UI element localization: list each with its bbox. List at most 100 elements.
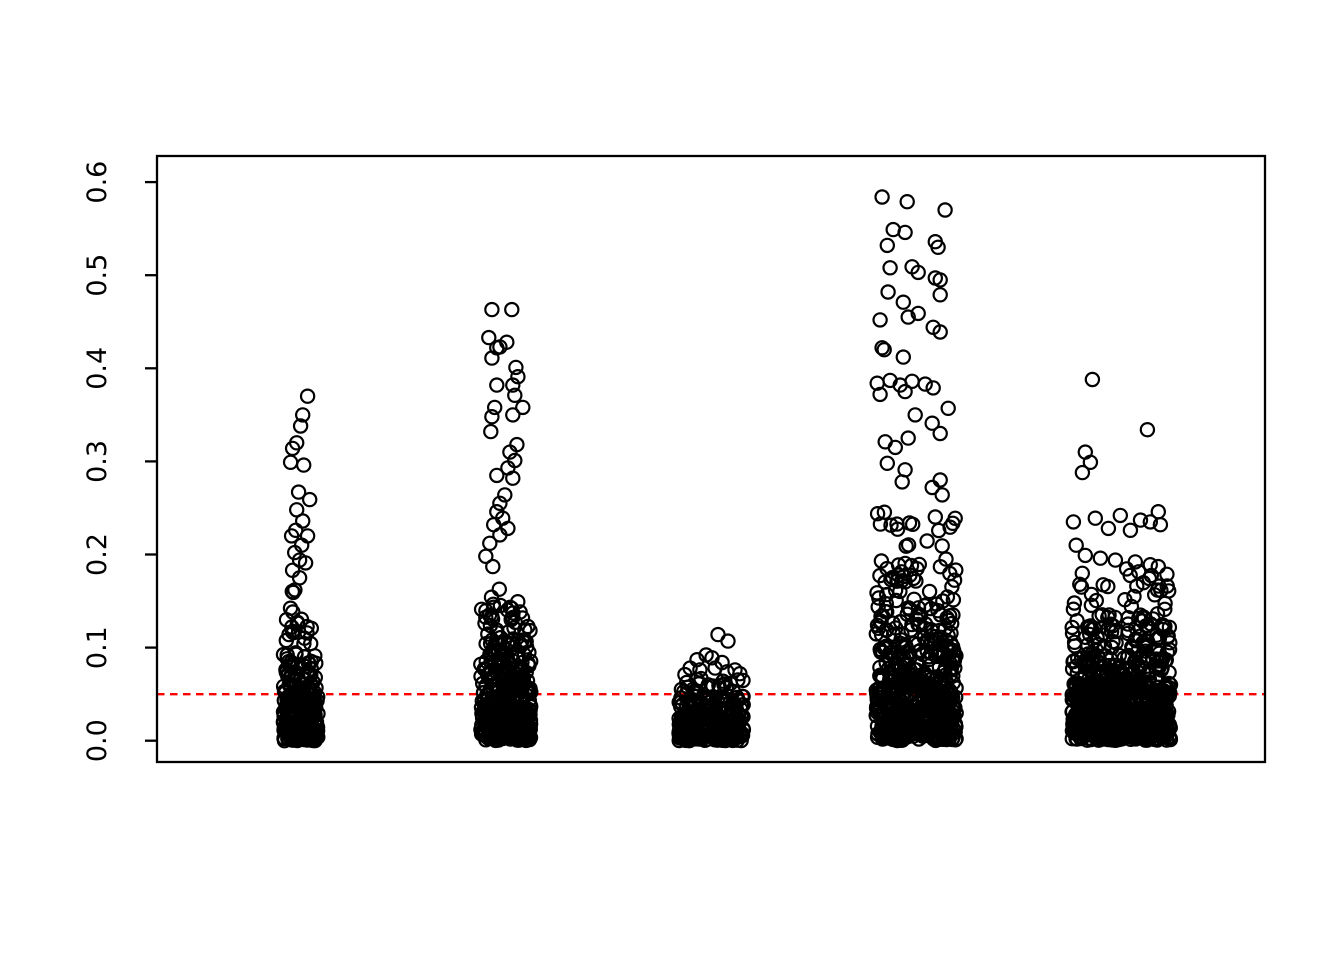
data-point (927, 509, 944, 525)
data-point (295, 407, 311, 423)
data-point (492, 527, 508, 543)
strip-group-4 (868, 189, 964, 749)
data-point (874, 340, 890, 356)
data-point (302, 491, 318, 508)
data-point (882, 645, 898, 661)
data-point (905, 570, 922, 587)
data-point (909, 561, 925, 577)
data-point (1087, 510, 1104, 526)
data-point (724, 717, 741, 734)
data-point (1091, 669, 1107, 685)
data-point (893, 632, 909, 648)
data-point (720, 709, 736, 726)
data-point (1137, 726, 1154, 743)
data-point (946, 652, 962, 669)
data-point (916, 665, 933, 681)
data-point (927, 644, 944, 660)
data-point (677, 666, 693, 683)
data-point (287, 691, 303, 707)
data-point (1160, 628, 1176, 644)
data-point (1161, 619, 1178, 636)
data-point (1126, 655, 1143, 671)
data-point (882, 721, 899, 737)
data-point (1082, 710, 1099, 726)
data-point (889, 573, 905, 589)
data-point (735, 697, 751, 713)
data-point (479, 687, 495, 703)
data-point (280, 668, 296, 684)
data-point (875, 644, 891, 660)
data-point (914, 675, 931, 691)
data-point (1150, 558, 1167, 575)
data-point (1139, 617, 1156, 634)
data-point (921, 727, 937, 743)
data-point (869, 702, 886, 719)
data-point (878, 622, 895, 639)
data-point (725, 723, 741, 740)
data-point (1132, 690, 1149, 706)
data-point (1153, 706, 1170, 723)
data-point (1158, 688, 1174, 705)
data-point (514, 707, 530, 723)
data-point (878, 655, 894, 671)
data-point (682, 707, 699, 723)
data-point (503, 674, 520, 690)
y-tick-label: 0.2 (82, 533, 113, 576)
data-point (491, 581, 507, 597)
y-tick-label: 0.3 (82, 440, 113, 483)
data-point (1135, 609, 1152, 625)
data-point (917, 705, 933, 722)
data-point (515, 399, 531, 416)
data-point (692, 662, 708, 678)
data-point (1130, 658, 1146, 674)
data-point (1072, 678, 1089, 695)
data-point (278, 612, 295, 628)
data-point (869, 506, 886, 522)
data-point (900, 430, 916, 446)
data-point (910, 305, 926, 322)
data-point (900, 309, 916, 325)
data-point (484, 350, 500, 366)
strip-group-2 (473, 301, 539, 749)
data-point (1088, 592, 1105, 609)
data-point (481, 329, 497, 346)
data-point (276, 730, 292, 746)
data-point (1069, 613, 1085, 629)
data-point (919, 632, 936, 648)
data-point (876, 342, 892, 358)
data-point (1066, 595, 1083, 611)
data-point (302, 675, 319, 691)
data-point (947, 732, 964, 748)
data-point (1154, 660, 1170, 676)
data-point (883, 517, 899, 533)
data-point (1092, 550, 1109, 566)
data-point (514, 610, 531, 626)
data-point (1110, 664, 1126, 680)
data-point (1144, 708, 1160, 725)
data-point (1073, 579, 1090, 595)
data-point (1100, 609, 1116, 626)
data-point (932, 472, 948, 488)
data-point (923, 600, 939, 617)
data-point (720, 633, 736, 649)
data-point (497, 487, 513, 503)
data-point (484, 301, 500, 318)
data-point (678, 726, 694, 742)
data-point (937, 202, 953, 218)
data-point (1153, 712, 1169, 728)
data-point (283, 528, 300, 544)
y-tick-label: 0.4 (82, 347, 113, 390)
data-point (874, 670, 890, 686)
data-point (1107, 552, 1124, 568)
data-point (932, 287, 948, 303)
data-point (301, 682, 317, 699)
data-point (676, 684, 692, 700)
strip-group-5 (1064, 371, 1179, 749)
data-point (489, 625, 505, 641)
data-point (917, 376, 933, 392)
strip-group-3 (671, 626, 752, 749)
data-point (900, 677, 917, 694)
data-point (874, 189, 890, 205)
data-point (872, 312, 888, 328)
